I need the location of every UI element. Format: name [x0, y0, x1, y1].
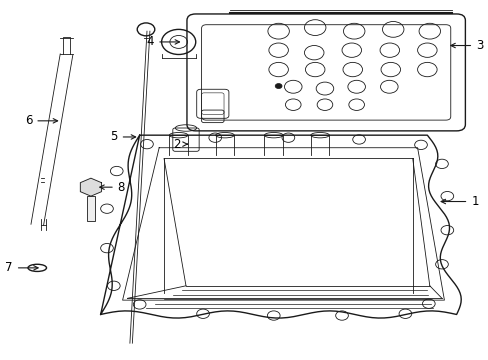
Polygon shape — [80, 178, 101, 196]
Text: 2: 2 — [173, 138, 187, 150]
Text: 8: 8 — [100, 181, 125, 194]
Text: 5: 5 — [110, 130, 135, 144]
Text: 4: 4 — [146, 35, 179, 49]
Text: 6: 6 — [25, 114, 58, 127]
Circle shape — [275, 84, 282, 89]
Bar — [87, 196, 95, 221]
Text: 1: 1 — [440, 195, 478, 208]
Text: 7: 7 — [5, 261, 38, 274]
Text: 3: 3 — [450, 39, 483, 52]
